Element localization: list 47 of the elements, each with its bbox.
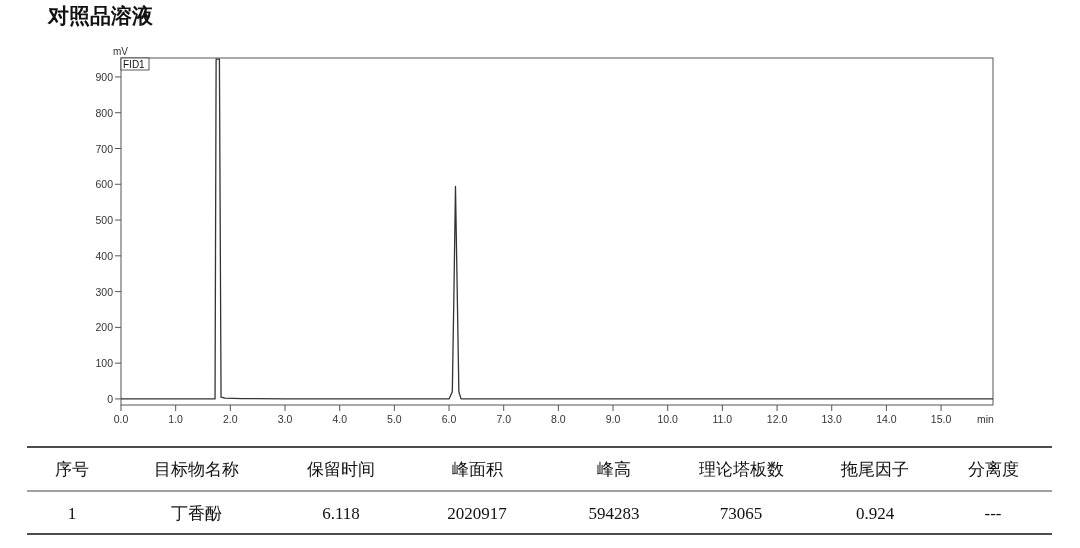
x-tick-label: 5.0 <box>387 413 402 425</box>
text: 保留时间 <box>307 460 375 479</box>
text: 目标物名称 <box>153 460 239 479</box>
x-tick-label: 2.0 <box>223 413 238 425</box>
text: 分离度 <box>967 460 1019 479</box>
x-tick-label: 3.0 <box>277 413 293 425</box>
y-tick-label: 800 <box>95 106 114 119</box>
x-tick-label: 9.0 <box>605 413 621 425</box>
text: 峰面积 <box>451 460 503 479</box>
y-tick-label: 200 <box>95 321 114 334</box>
x-tick-label: 6.0 <box>441 413 457 425</box>
text: 2020917 <box>447 504 508 523</box>
x-tick-label: 10.0 <box>657 413 679 425</box>
x-tick-label: 7.0 <box>496 413 512 425</box>
text: 丁香酚 <box>170 504 222 523</box>
y-tick-label: 900 <box>95 70 114 83</box>
x-tick-label: 13.0 <box>821 413 843 425</box>
text: 6.118 <box>322 504 360 523</box>
y-tick-label: 400 <box>95 249 114 262</box>
text: 峰高 <box>597 460 631 479</box>
text: 73065 <box>719 504 763 523</box>
text: --- <box>984 504 1002 523</box>
y-tick-label: 300 <box>95 285 114 298</box>
y-tick-label: 0 <box>107 392 114 405</box>
text: 理论塔板数 <box>698 460 784 479</box>
y-tick-label: 600 <box>95 178 114 191</box>
line-series <box>121 58 993 400</box>
text: 拖尾因子 <box>840 460 909 479</box>
text: 1 <box>67 504 77 523</box>
x-tick-label: 11.0 <box>712 413 733 425</box>
y-tick-label: 100 <box>95 357 114 370</box>
text: 序号 <box>55 460 89 479</box>
text: 0.924 <box>855 504 895 523</box>
x-tick-label: 4.0 <box>332 413 348 425</box>
x-tick-label: 14.0 <box>876 413 897 425</box>
chart-title: 对照品溶液 <box>47 4 154 28</box>
x-tick-label: 0.0 <box>113 413 129 425</box>
x-axis-title: min <box>977 413 995 425</box>
x-tick-label: 1.0 <box>168 413 184 425</box>
text: 594283 <box>588 504 640 523</box>
annotation: FID1 <box>123 59 146 70</box>
x-tick-label: 8.0 <box>551 413 566 425</box>
x-tick-label: 15.0 <box>930 413 952 425</box>
y-tick-label: 700 <box>95 142 114 155</box>
x-tick-label: 12.0 <box>766 413 788 425</box>
y-axis-title: mV <box>113 46 129 57</box>
y-tick-label: 500 <box>95 214 114 227</box>
